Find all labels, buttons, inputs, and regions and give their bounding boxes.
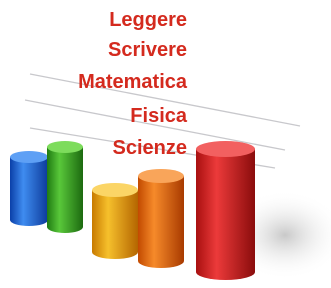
cylinder-yellow (92, 183, 138, 259)
word: Scienze (113, 137, 187, 159)
illustration: Leggere Scrivere Matematica Fisica Scien… (0, 0, 331, 288)
cylinder-orange (138, 169, 184, 268)
page: {"labels": ["Leggere", "Scrivere", "Mate… (0, 0, 331, 288)
word: Fisica (130, 105, 188, 127)
words: Leggere Scrivere Matematica Fisica Scien… (78, 9, 188, 159)
cylinder-green (47, 141, 83, 233)
word: Matematica (78, 71, 188, 93)
cylinder-red (196, 141, 255, 280)
word: Leggere (109, 9, 187, 31)
cylinders (10, 141, 255, 280)
word: Scrivere (108, 39, 187, 61)
cylinder-blue (10, 151, 48, 226)
